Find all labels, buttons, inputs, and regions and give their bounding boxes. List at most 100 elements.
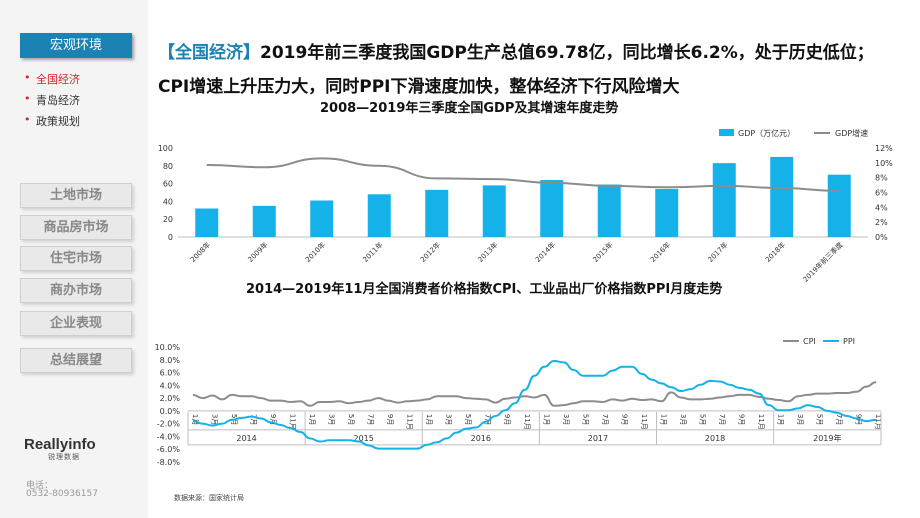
sub-nav-policy-planning[interactable]: • 政策规划 (24, 113, 80, 129)
y-tick-label: 10.0% (155, 343, 181, 352)
gdp-bar (252, 205, 276, 237)
gdp-bar (770, 156, 794, 237)
x-tick-label: 2011年 (361, 240, 385, 264)
legend-cpi-label: CPI (803, 337, 816, 346)
bullet-icon: • (24, 92, 31, 105)
gdp-bar (195, 208, 219, 237)
month-tick-label: 3月 (679, 414, 687, 425)
y-tick-label-right: 12% (875, 144, 893, 153)
ppi-line (192, 360, 877, 450)
month-tick-label: 1月 (542, 414, 550, 425)
headline-tag: 【全国经济】 (158, 43, 260, 63)
month-tick-label: 1月 (308, 414, 316, 425)
cpi-line (192, 381, 877, 407)
x-tick-label: 2010年 (303, 240, 327, 264)
month-tick-label: 7月 (718, 414, 726, 425)
year-label: 2017 (588, 434, 608, 443)
headline-text-1: 2019年前三季度我国GDP生产总值69.78亿，同比增长6.2%，处于历史低位… (260, 43, 874, 63)
y-tick-label-right: 4% (875, 203, 888, 212)
x-tick-label: 2018年 (763, 240, 787, 264)
legend-gdp-label: GDP（万亿元） (738, 128, 795, 138)
sub-nav-label: 青岛经济 (36, 94, 80, 107)
month-tick-label: 5月 (698, 414, 706, 425)
year-label: 2016 (471, 434, 491, 443)
month-tick-label: 1月 (777, 414, 785, 425)
y-tick-label: -4.0% (157, 432, 181, 441)
phone-label: 电话： (26, 481, 54, 491)
y-tick-label-right: 6% (875, 189, 888, 198)
gdp-bar (425, 189, 449, 237)
headline-line-2: CPI增速上升压力大，同时PPI下滑速度加快，整体经济下行风险增大 (158, 77, 680, 97)
logo: Reallyinfo (24, 436, 96, 453)
month-tick-label: 11月 (523, 414, 531, 430)
y-tick-label-right: 0% (875, 233, 888, 242)
sub-nav-qingdao-economy[interactable]: • 青岛经济 (24, 92, 80, 108)
y-tick-label-right: 10% (875, 159, 893, 168)
month-tick-label: 3月 (328, 414, 336, 425)
gdp-chart-title: 2008—2019年三季度全国GDP及其增速年度走势 (320, 101, 619, 116)
month-tick-label: 9月 (620, 414, 628, 425)
month-tick-label: 11月 (406, 414, 414, 430)
month-tick-label: 7月 (484, 414, 492, 425)
x-tick-label: 2013年 (476, 240, 500, 264)
phone-number: 0532-80936157 (26, 489, 98, 499)
sub-nav-national-economy[interactable]: • 全国经济 (24, 71, 80, 87)
main-content: 【全国经济】2019年前三季度我国GDP生产总值69.78亿，同比增长6.2%，… (148, 0, 920, 518)
x-tick-label: 2014年 (533, 240, 557, 264)
month-tick-label: 11月 (640, 414, 648, 430)
legend-growth-label: GDP增速 (835, 128, 868, 138)
gdp-bar (655, 188, 679, 237)
month-tick-label: 7月 (601, 414, 609, 425)
month-tick-label: 5月 (581, 414, 589, 425)
x-tick-label: 2015年 (591, 240, 615, 264)
month-tick-label: 7月 (367, 414, 375, 425)
y-tick-label-right: 2% (875, 218, 888, 227)
month-tick-label: 7月 (249, 414, 257, 425)
legend-ppi-label: PPI (843, 337, 855, 346)
x-tick-label: 2008年 (188, 240, 212, 264)
cpi-ppi-chart: -8.0% -6.0% -4.0% -2.0% 0.0% 2.0% 4.0% 6.0% 8.0%… (155, 337, 883, 467)
month-tick-label: 1月 (191, 414, 199, 425)
logo-subtitle: 锐理数据 (48, 453, 80, 461)
year-label: 2015 (354, 434, 374, 443)
x-tick-label: 2019年前三季度 (801, 240, 845, 284)
month-tick-label: 3月 (796, 414, 804, 425)
cpi-ppi-chart-title: 2014—2019年11月全国消费者价格指数CPI、工业品出厂价格指数PPI月度… (246, 282, 723, 297)
y-tick-label: 8.0% (160, 356, 181, 365)
month-tick-label: 11月 (288, 414, 296, 430)
nav-macro-environment[interactable]: 宏观环境 (20, 33, 132, 58)
headline-line-1: 【全国经济】2019年前三季度我国GDP生产总值69.78亿，同比增长6.2%，… (158, 38, 874, 63)
x-tick-label: 2016年 (648, 240, 672, 264)
y-tick-label: -6.0% (157, 445, 181, 454)
gdp-bar (827, 174, 851, 237)
bullet-icon: • (24, 71, 31, 84)
x-tick-label: 2009年 (246, 240, 270, 264)
y-tick-label: 6.0% (160, 369, 181, 378)
y-tick-label: -8.0% (157, 458, 181, 467)
month-tick-label: 9月 (386, 414, 394, 425)
sub-nav-label: 全国经济 (36, 73, 80, 86)
y-tick-label-right: 8% (875, 174, 888, 183)
month-tick-label: 9月 (737, 414, 745, 425)
gdp-bar (540, 180, 564, 237)
month-tick-label: 3月 (445, 414, 453, 425)
y-tick-label: 0.0% (160, 407, 181, 416)
nav-summary-outlook[interactable]: 总结展望 (20, 348, 132, 373)
year-label: 2018 (705, 434, 725, 443)
nav-office-market[interactable]: 商办市场 (20, 278, 132, 303)
month-tick-label: 3月 (562, 414, 570, 425)
y-tick-label-left: 40 (163, 197, 173, 206)
nav-land-market[interactable]: 土地市场 (20, 183, 132, 208)
y-tick-label: 2.0% (160, 394, 181, 403)
y-tick-label-left: 80 (163, 162, 173, 171)
data-source: 数据来源：国家统计局 (174, 494, 244, 502)
nav-commercial-housing-market[interactable]: 商品房市场 (20, 215, 132, 240)
month-tick-label: 9月 (503, 414, 511, 425)
y-tick-label-left: 100 (158, 144, 173, 153)
y-tick-label: -2.0% (157, 420, 181, 429)
nav-enterprise-performance[interactable]: 企业表现 (20, 311, 132, 336)
y-tick-label: 4.0% (160, 381, 181, 390)
nav-residential-market[interactable]: 住宅市场 (20, 246, 132, 271)
gdp-bar (482, 185, 506, 237)
month-tick-label: 1月 (659, 414, 667, 425)
